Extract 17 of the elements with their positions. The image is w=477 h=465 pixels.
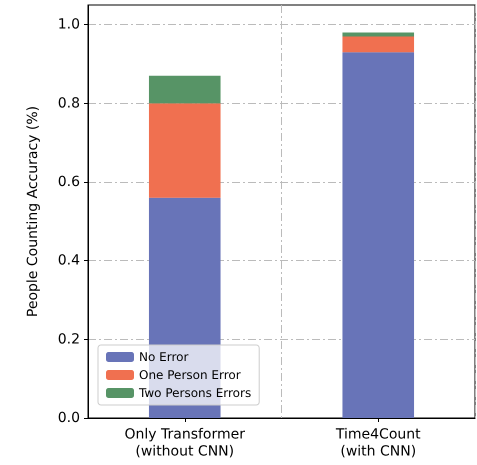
legend-label: One Person Error [139, 368, 241, 382]
bar [342, 52, 414, 418]
bar [342, 32, 414, 36]
y-tick-label: 0.6 [58, 174, 80, 190]
x-tick-label: Time4Count (with CNN) [334, 426, 422, 460]
y-tick-label: 0.8 [58, 95, 80, 112]
y-axis-title: People Counting Accuracy (%) [25, 106, 41, 318]
x-tick-label: Only Transformer (without CNN) [124, 426, 246, 460]
y-tick-label: 0.2 [58, 331, 80, 348]
y-tick-label: 0.0 [58, 410, 80, 426]
y-tick-label: 0.4 [58, 252, 80, 269]
bar [148, 103, 221, 198]
bar [148, 76, 221, 104]
legend-label: Two Persons Errors [138, 386, 252, 400]
legend-label: No Error [139, 350, 188, 364]
y-tick-label: 1.0 [58, 16, 80, 33]
bar [342, 36, 414, 52]
